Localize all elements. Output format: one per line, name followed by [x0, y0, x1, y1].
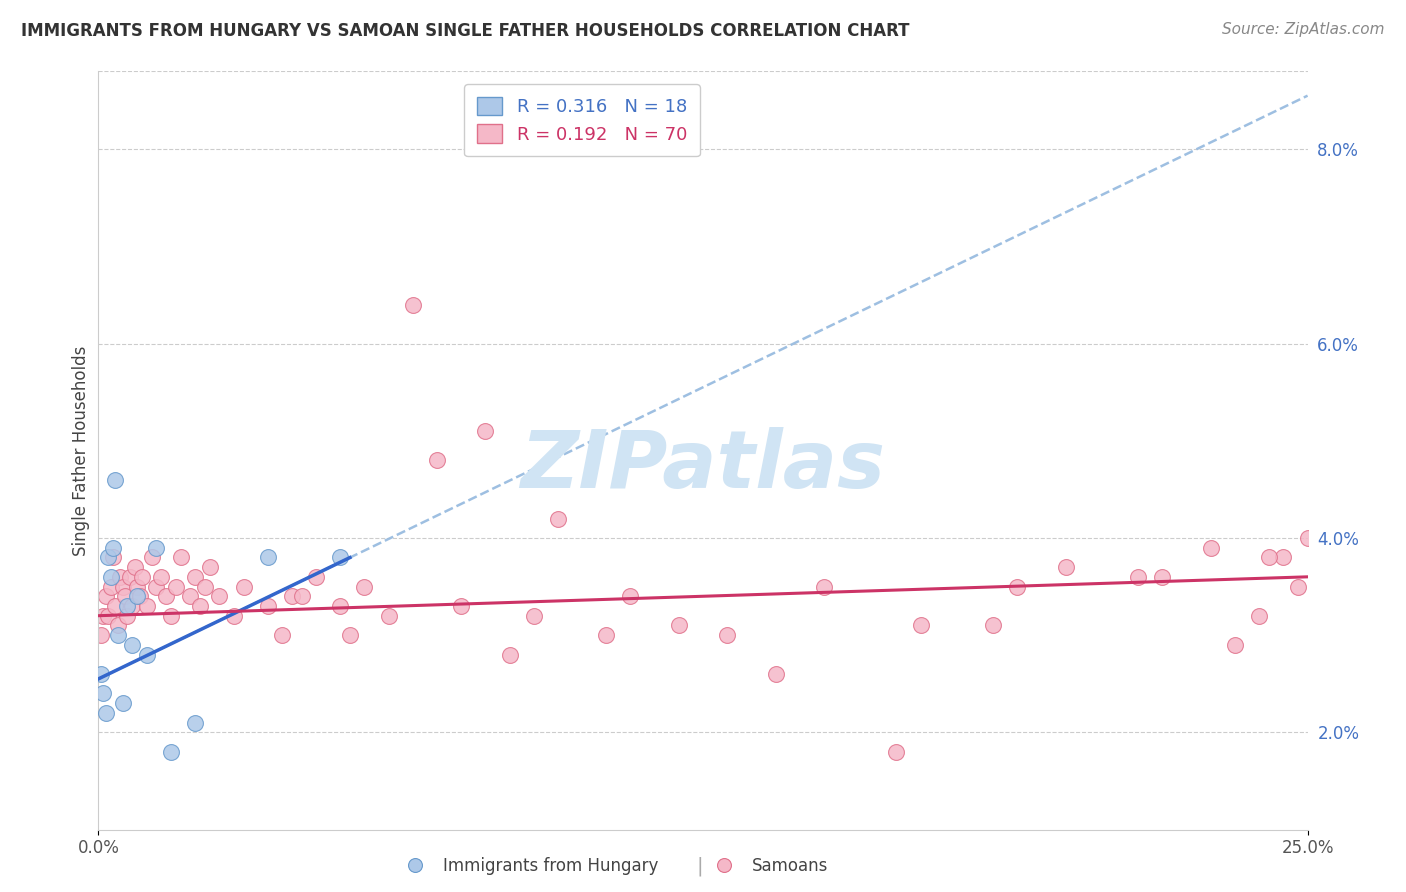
Point	[619, 589, 641, 603]
Point	[713, 858, 735, 872]
Point	[1152, 570, 1174, 584]
Point	[145, 580, 167, 594]
Point	[188, 599, 211, 613]
Point	[141, 550, 163, 565]
Point	[329, 599, 352, 613]
Point	[117, 599, 139, 613]
Point	[104, 599, 127, 613]
Point	[474, 424, 496, 438]
Point	[1272, 550, 1295, 565]
Point	[1286, 580, 1309, 594]
Point	[111, 580, 134, 594]
Point	[377, 608, 399, 623]
Point	[179, 589, 201, 603]
Point	[135, 648, 157, 662]
Point	[281, 589, 304, 603]
Point	[91, 686, 114, 700]
Point	[114, 589, 136, 603]
Point	[1257, 550, 1279, 565]
Point	[1223, 638, 1246, 652]
Text: Immigrants from Hungary: Immigrants from Hungary	[443, 857, 658, 875]
Point	[184, 570, 207, 584]
Point	[150, 570, 173, 584]
Point	[160, 608, 183, 623]
Point	[1199, 541, 1222, 555]
Point	[90, 628, 112, 642]
Point	[271, 628, 294, 642]
Point	[329, 550, 352, 565]
Point	[813, 580, 835, 594]
Point	[1128, 570, 1150, 584]
Point	[1249, 608, 1271, 623]
Point	[765, 667, 787, 681]
Text: ZIPatlas: ZIPatlas	[520, 426, 886, 505]
Text: IMMIGRANTS FROM HUNGARY VS SAMOAN SINGLE FATHER HOUSEHOLDS CORRELATION CHART: IMMIGRANTS FROM HUNGARY VS SAMOAN SINGLE…	[21, 22, 910, 40]
Point	[595, 628, 617, 642]
Point	[117, 608, 139, 623]
Point	[290, 589, 312, 603]
Point	[668, 618, 690, 632]
Point	[256, 550, 278, 565]
Point	[1296, 531, 1319, 545]
Point	[94, 589, 117, 603]
Point	[498, 648, 520, 662]
Point	[94, 706, 117, 720]
Point	[100, 580, 122, 594]
Point	[121, 599, 143, 613]
Legend: R = 0.316   N = 18, R = 0.192   N = 70: R = 0.316 N = 18, R = 0.192 N = 70	[464, 84, 700, 156]
Point	[160, 745, 183, 759]
Point	[107, 628, 129, 642]
Point	[1054, 560, 1077, 574]
Point	[222, 608, 245, 623]
Point	[135, 599, 157, 613]
Point	[165, 580, 187, 594]
Point	[232, 580, 254, 594]
Point	[981, 618, 1004, 632]
Point	[716, 628, 738, 642]
Point	[194, 580, 217, 594]
Point	[145, 541, 167, 555]
Point	[450, 599, 472, 613]
Point	[104, 473, 127, 487]
Point	[101, 550, 124, 565]
Point	[910, 618, 932, 632]
Point	[100, 570, 122, 584]
Point	[101, 541, 124, 555]
Text: Samoans: Samoans	[752, 857, 828, 875]
Point	[1007, 580, 1029, 594]
Point	[353, 580, 375, 594]
Point	[155, 589, 177, 603]
Point	[184, 715, 207, 730]
Point	[426, 453, 449, 467]
Point	[118, 570, 141, 584]
Point	[127, 589, 149, 603]
Point	[97, 608, 120, 623]
Point	[127, 580, 149, 594]
Point	[97, 550, 120, 565]
Point	[198, 560, 221, 574]
Point	[90, 667, 112, 681]
Point	[339, 628, 361, 642]
Point	[523, 608, 546, 623]
Point	[108, 570, 131, 584]
Text: Source: ZipAtlas.com: Source: ZipAtlas.com	[1222, 22, 1385, 37]
Point	[208, 589, 231, 603]
Point	[404, 858, 426, 872]
Point	[169, 550, 191, 565]
Point	[402, 298, 425, 312]
Point	[305, 570, 328, 584]
Point	[886, 745, 908, 759]
Point	[91, 608, 114, 623]
Y-axis label: Single Father Households: Single Father Households	[72, 345, 90, 556]
Point	[547, 511, 569, 525]
Text: |: |	[697, 856, 703, 876]
Point	[131, 570, 153, 584]
Point	[256, 599, 278, 613]
Point	[128, 589, 150, 603]
Point	[111, 696, 134, 710]
Point	[124, 560, 146, 574]
Point	[121, 638, 143, 652]
Point	[107, 618, 129, 632]
